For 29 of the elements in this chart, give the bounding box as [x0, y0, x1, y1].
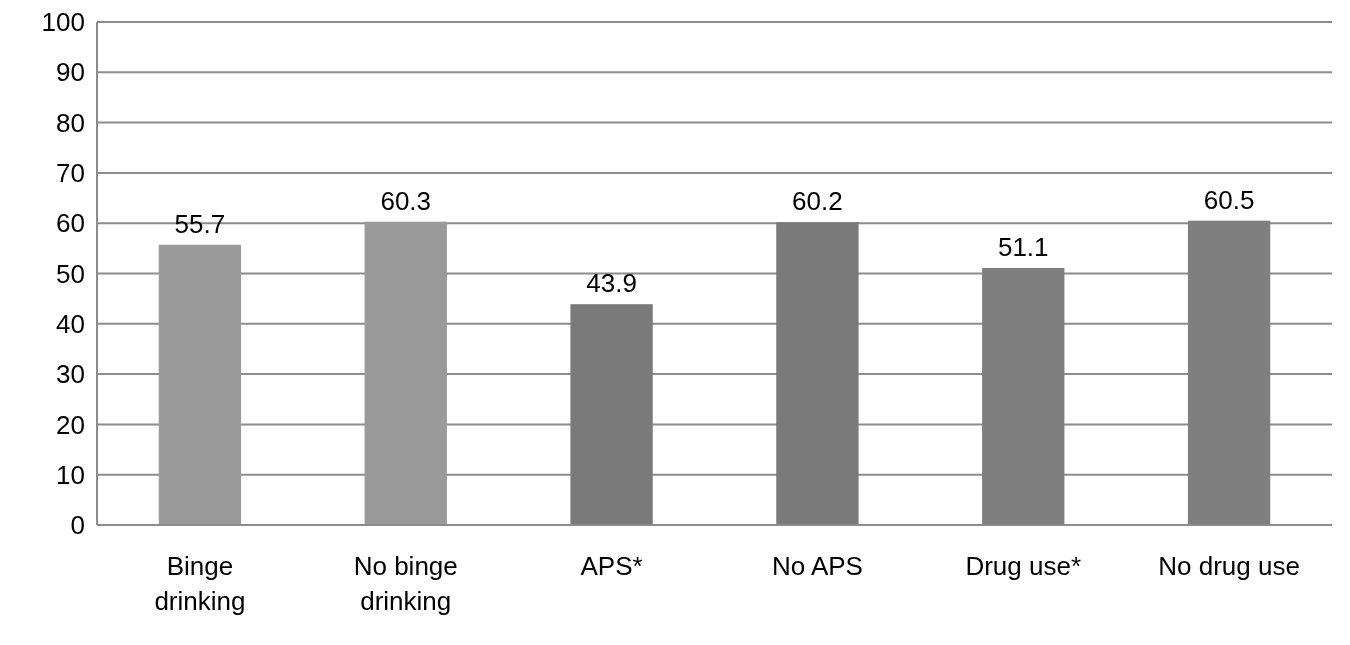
- x-tick-label: Drug use*: [965, 551, 1082, 581]
- y-tick-label: 90: [56, 57, 85, 88]
- data-label: 51.1: [997, 231, 1049, 262]
- bar: [364, 221, 447, 525]
- y-tick-label: 20: [56, 409, 85, 440]
- bar: [982, 267, 1065, 525]
- y-tick-label: 0: [70, 510, 85, 541]
- y-tick-label: 10: [56, 459, 85, 490]
- data-label: 60.3: [380, 185, 432, 216]
- y-tick-label: 50: [56, 258, 85, 289]
- x-tick-label: Binge drinking: [154, 551, 246, 616]
- x-tick-label: No APS: [771, 551, 863, 581]
- data-label: 60.2: [792, 186, 843, 217]
- data-label: 60.5: [1203, 184, 1255, 215]
- x-tick-label: APS*: [580, 551, 643, 581]
- y-tick-label: 100: [41, 7, 85, 38]
- data-label: 55.7: [174, 208, 226, 239]
- bar: [158, 244, 242, 525]
- bar: [570, 304, 653, 525]
- y-tick-label: 80: [56, 107, 85, 138]
- bar: [1187, 220, 1271, 525]
- y-tick-label: 30: [56, 359, 85, 390]
- y-tick-label: 40: [56, 308, 85, 339]
- x-tick-label: No drug use: [1158, 551, 1300, 581]
- y-tick-label: 60: [56, 208, 85, 239]
- x-tick-label: No binge drinking: [353, 551, 458, 616]
- bar: [776, 222, 859, 525]
- data-label: 43.9: [586, 268, 637, 299]
- y-tick-label: 70: [56, 158, 85, 188]
